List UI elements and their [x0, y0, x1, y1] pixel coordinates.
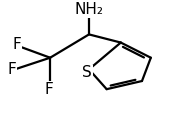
Text: F: F [44, 82, 53, 97]
Text: S: S [82, 65, 92, 80]
Text: NH₂: NH₂ [75, 2, 103, 17]
Text: F: F [8, 62, 17, 77]
Text: F: F [12, 37, 21, 52]
